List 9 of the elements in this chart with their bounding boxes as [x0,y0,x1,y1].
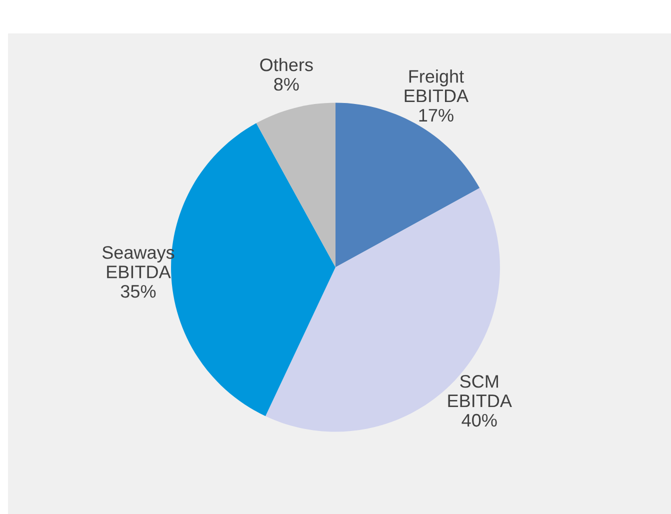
data-label: 8% [274,78,299,91]
data-label: 40% [462,414,497,427]
pie-slice [256,102,336,268]
data-label: 17% [419,108,454,122]
data-label: 35% [120,284,156,298]
slice-label: SCM EBITDA [448,375,512,408]
slice-label: Freight EBITDA [404,70,469,102]
slice-label: Others [260,58,313,72]
pie-slice [336,102,480,268]
